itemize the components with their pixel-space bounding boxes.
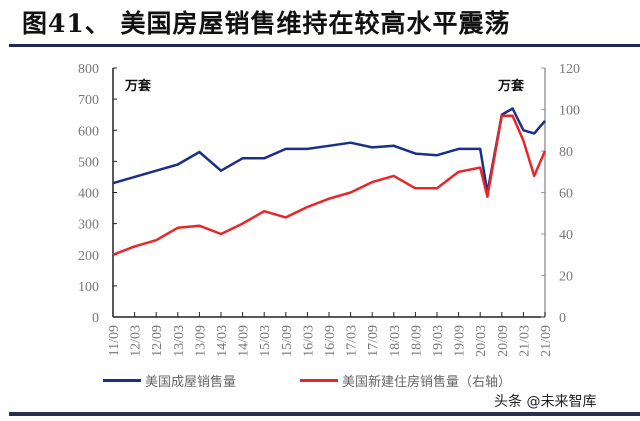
y-left-tick-label: 300	[78, 218, 99, 233]
y-left-tick-label: 100	[78, 280, 99, 295]
y-right-tick-label: 60	[559, 187, 573, 202]
legend-label: 美国成屋销售量	[145, 375, 237, 390]
x-tick-label: 15/03	[258, 325, 273, 357]
y-right-tick-label: 20	[559, 270, 573, 285]
legend-item-new-home-sales: 美国新建住房销售量（右轴）	[300, 371, 511, 390]
x-tick-label: 13/03	[172, 325, 187, 357]
x-tick-label: 19/03	[431, 325, 446, 357]
y-left-tick-label: 800	[78, 62, 99, 77]
x-tick-label: 12/09	[150, 325, 165, 357]
title-divider	[9, 44, 640, 47]
x-tick-label: 11/09	[107, 325, 122, 356]
x-tick-label: 17/09	[366, 325, 381, 357]
x-tick-label: 18/09	[409, 325, 424, 357]
x-tick-label: 18/03	[388, 325, 403, 357]
y-right-tick-label: 120	[559, 62, 580, 77]
x-tick-label: 16/03	[301, 325, 316, 357]
watermark: 头条 @未来智库	[494, 394, 597, 410]
y-left-tick-label: 0	[92, 311, 99, 326]
x-tick-label: 21/03	[517, 325, 532, 357]
y-left-tick-label: 700	[78, 93, 99, 108]
x-tick-label: 17/03	[345, 325, 360, 357]
figure-title: 图41、 美国房屋销售维持在较高水平震荡	[22, 9, 511, 38]
x-tick-label: 20/03	[474, 325, 489, 357]
series-existing-home-sales	[112, 107, 546, 194]
y-right-tick-label: 100	[559, 104, 580, 119]
x-tick-label: 12/03	[129, 325, 144, 357]
legend-label: 美国新建住房销售量（右轴）	[342, 375, 512, 390]
x-tick-label: 19/09	[453, 325, 468, 357]
legend-swatch-red	[300, 379, 338, 382]
y-right-tick-label: 80	[559, 145, 573, 160]
y-left-tick-label: 600	[78, 124, 99, 139]
y-right-tick-label: 40	[559, 228, 573, 243]
legend-item-existing-home-sales: 美国成屋销售量	[103, 371, 236, 390]
x-tick-label: 13/09	[193, 325, 208, 357]
legend-swatch-blue	[103, 379, 141, 382]
x-tick-label: 15/09	[280, 325, 295, 357]
x-tick-label: 14/03	[215, 325, 230, 357]
y-left-tick-label: 400	[78, 187, 99, 202]
bottom-divider	[9, 412, 640, 416]
y-left-tick-label: 200	[78, 249, 99, 264]
x-tick-label: 16/09	[323, 325, 338, 357]
right-unit-label: 万套	[497, 78, 525, 94]
x-tick-label: 14/09	[237, 325, 252, 357]
x-tick-label: 20/09	[496, 325, 511, 357]
x-tick-label: 21/09	[539, 325, 554, 357]
series-new-home-sales	[112, 114, 547, 256]
y-left-tick-label: 500	[78, 155, 99, 170]
left-unit-label: 万套	[124, 78, 152, 94]
y-right-tick-label: 0	[559, 311, 566, 326]
